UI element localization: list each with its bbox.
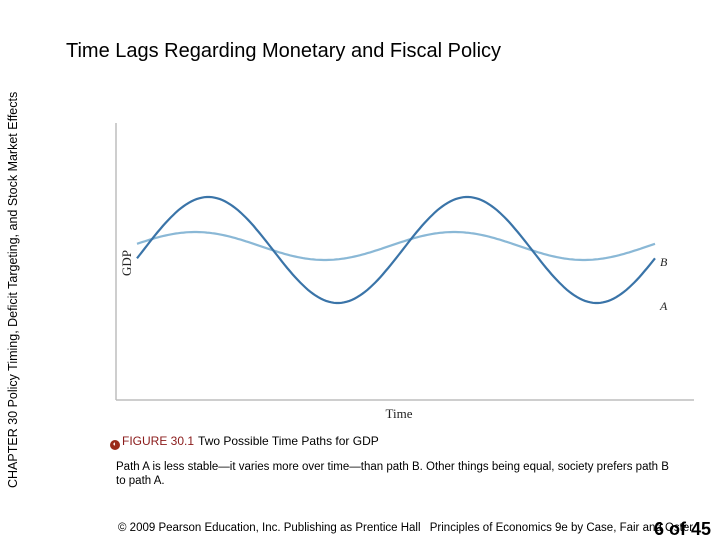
x-axis-label: Time — [386, 406, 413, 421]
figure-bullet-icon: ◐ — [110, 440, 120, 450]
page-number: 6 of 45 — [654, 519, 712, 539]
slide-title: Time Lags Regarding Monetary and Fiscal … — [66, 40, 502, 62]
series-b-line — [136, 230, 656, 262]
figure-description: Path A is less stable—it varies more ove… — [116, 461, 669, 487]
y-axis-label: GDP — [119, 250, 134, 276]
series-a-label: A — [659, 299, 668, 313]
copyright-text: © 2009 Pearson Education, Inc. Publishin… — [118, 522, 421, 534]
figure-caption: ◐ FIGURE 30.1 Two Possible Time Paths for … — [110, 434, 379, 450]
book-title: Principles of Economics 9e by Case, Fair… — [429, 522, 694, 534]
series-a-line — [136, 195, 656, 305]
figure-number: FIGURE 30.1 — [122, 434, 195, 448]
figure-title: Two Possible Time Paths for GDP — [198, 434, 379, 448]
series-b-label: B — [660, 255, 668, 269]
footer: © 2009 Pearson Education, Inc. Publishin… — [118, 522, 699, 534]
